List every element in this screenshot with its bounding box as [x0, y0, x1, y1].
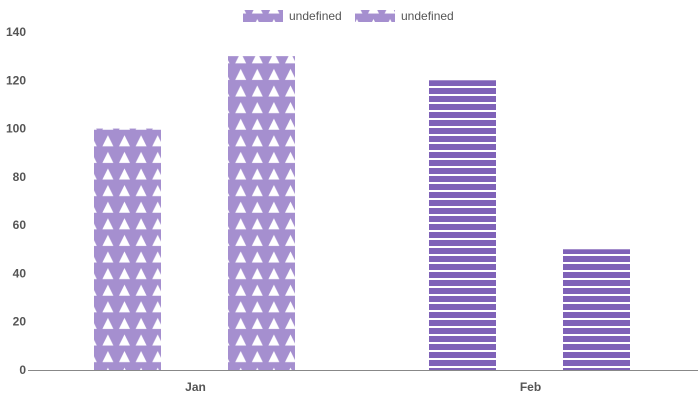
bar-feb-series-1 [429, 80, 496, 371]
y-tick-label: 120 [6, 73, 26, 87]
x-tick-label-jan: Jan [185, 380, 206, 394]
y-tick-label: 20 [13, 315, 27, 329]
legend-item-series-1[interactable]: undefined [243, 9, 342, 23]
legend-swatch [243, 10, 283, 22]
y-tick-label: 0 [19, 363, 26, 377]
y-tick-label: 40 [13, 266, 27, 280]
y-tick-label: 100 [6, 122, 26, 136]
bar-jan-series-2 [228, 56, 295, 371]
legend: undefined undefined [243, 9, 454, 23]
y-axis: 0 20 40 60 80 100 120 140 [6, 25, 26, 377]
y-tick-label: 80 [13, 170, 27, 184]
y-tick-label: 60 [13, 218, 27, 232]
legend-label: undefined [289, 9, 342, 23]
bar-jan-series-1 [94, 128, 161, 370]
bars [94, 56, 630, 371]
legend-swatch [355, 10, 395, 22]
y-tick-label: 140 [6, 25, 26, 39]
x-tick-label-feb: Feb [520, 380, 541, 394]
x-axis: Jan Feb [28, 370, 698, 394]
legend-item-series-2[interactable]: undefined [355, 9, 454, 23]
bar-feb-series-2 [563, 249, 630, 370]
legend-label: undefined [401, 9, 454, 23]
